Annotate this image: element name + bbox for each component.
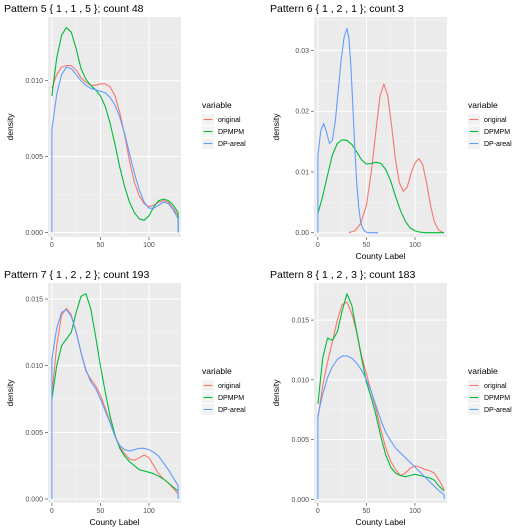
- y-tick-label: 0.005: [25, 430, 43, 437]
- series-group: [51, 27, 179, 233]
- chart-title: Pattern 8 { 1 , 2 , 3 }; count 183: [270, 269, 416, 281]
- series-line-dp-areal: [317, 355, 445, 500]
- legend-title: variable: [468, 100, 498, 110]
- x-axis-label: County Label: [355, 251, 405, 261]
- series-line-original: [317, 301, 445, 491]
- legend-label-dpmpm: DPMPM: [218, 395, 244, 402]
- series-line-dpmpm: [51, 27, 179, 233]
- y-axis-label: density: [5, 113, 15, 141]
- chart-title: Pattern 6 { 1 , 2 , 1 }; count 3: [270, 3, 404, 15]
- x-tick-label: 100: [143, 242, 155, 249]
- legend-title: variable: [202, 100, 232, 110]
- panel-pattern-6: Pattern 6 { 1 , 2 , 1 }; count 3 0 50 100 0.…: [266, 0, 531, 265]
- x-tick-label: 100: [409, 242, 421, 249]
- x-tick-label: 0: [316, 508, 320, 515]
- x-tick-label: 0: [50, 508, 54, 515]
- x-axis-label: County Label: [355, 517, 405, 527]
- legend: variable original DPMPM DP-areal: [468, 366, 512, 415]
- series-group: [51, 293, 179, 499]
- y-tick-label: 0.02: [295, 109, 309, 116]
- x-axis-label: County Label: [89, 517, 139, 527]
- legend-label-dp-areal: DP-areal: [218, 141, 246, 148]
- legend: variable original DPMPM DP-areal: [202, 100, 246, 149]
- y-tick-label: 0.000: [25, 497, 43, 504]
- x-tick-label: 0: [50, 242, 54, 249]
- x-tick-label: 50: [97, 508, 105, 515]
- y-tick-label: 0.015: [25, 297, 43, 304]
- y-axis-label: density: [271, 379, 281, 407]
- x-tick-label: 50: [363, 508, 371, 515]
- y-axis-label: density: [5, 379, 15, 407]
- series-line-dpmpm: [317, 293, 445, 492]
- y-tick-label: 0.005: [25, 154, 43, 161]
- y-tick-label: 0.010: [25, 78, 43, 85]
- legend-label-original: original: [218, 383, 241, 390]
- legend-label-dpmpm: DPMPM: [484, 129, 510, 136]
- x-tick-label: 0: [316, 242, 320, 249]
- chart-svg: Pattern 6 { 1 , 2 , 1 }; count 3 0 50 100 0.…: [270, 3, 512, 261]
- chart-svg: Pattern 7 { 1 , 2 , 2 }; count 193 0 50 100…: [4, 269, 246, 527]
- series-group: [317, 293, 445, 500]
- legend-label-dp-areal: DP-areal: [484, 407, 512, 414]
- x-tick-label: 100: [143, 508, 155, 515]
- panel-pattern-7: Pattern 7 { 1 , 2 , 2 }; count 193 0 50 100…: [0, 266, 265, 531]
- legend-label-dp-areal: DP-areal: [218, 407, 246, 414]
- legend-title: variable: [202, 366, 232, 376]
- series-line-dp-areal: [317, 27, 379, 234]
- chart-svg: Pattern 8 { 1 , 2 , 3 }; count 183 0 50 100…: [270, 269, 512, 527]
- chart-title: Pattern 7 { 1 , 2 , 2 }; count 193: [4, 269, 150, 281]
- series-line-original: [348, 83, 445, 234]
- y-tick-label: 0.00: [295, 230, 309, 237]
- legend-title: variable: [468, 366, 498, 376]
- chart-svg: Pattern 5 { 1 , 1 , 5 }; count 48 0 50 100 0…: [4, 3, 246, 249]
- plot-background: [314, 17, 447, 237]
- legend-label-original: original: [484, 383, 507, 390]
- y-tick-label: 0.015: [291, 318, 309, 325]
- y-tick-label: 0.000: [25, 230, 43, 237]
- legend-label-dpmpm: DPMPM: [484, 395, 510, 402]
- y-tick-label: 0.005: [291, 437, 309, 444]
- legend-label-original: original: [484, 117, 507, 124]
- y-axis-label: density: [271, 113, 281, 141]
- series-line-dp-areal: [51, 66, 179, 233]
- legend: variable original DPMPM DP-areal: [202, 366, 246, 415]
- y-tick-label: 0.01: [295, 169, 309, 176]
- panel-pattern-8: Pattern 8 { 1 , 2 , 3 }; count 183 0 50 100…: [266, 266, 531, 531]
- x-tick-label: 100: [409, 508, 421, 515]
- series-line-original: [51, 65, 179, 233]
- legend-label-dpmpm: DPMPM: [218, 129, 244, 136]
- plot-background: [48, 283, 181, 503]
- chart-title: Pattern 5 { 1 , 1 , 5 }; count 48: [4, 3, 144, 15]
- y-tick-label: 0.03: [295, 48, 309, 55]
- y-tick-label: 0.010: [291, 377, 309, 384]
- y-tick-label: 0.010: [25, 363, 43, 370]
- x-tick-label: 50: [363, 242, 371, 249]
- x-tick-label: 50: [97, 242, 105, 249]
- series-line-dpmpm: [317, 139, 445, 234]
- legend-label-dp-areal: DP-areal: [484, 141, 512, 148]
- series-line-dp-areal: [51, 309, 179, 499]
- panel-pattern-5: Pattern 5 { 1 , 1 , 5 }; count 48 0 50 100 0…: [0, 0, 265, 265]
- legend: variable original DPMPM DP-areal: [468, 100, 512, 149]
- series-group: [317, 27, 445, 234]
- y-tick-label: 0.000: [291, 497, 309, 504]
- legend-label-original: original: [218, 117, 241, 124]
